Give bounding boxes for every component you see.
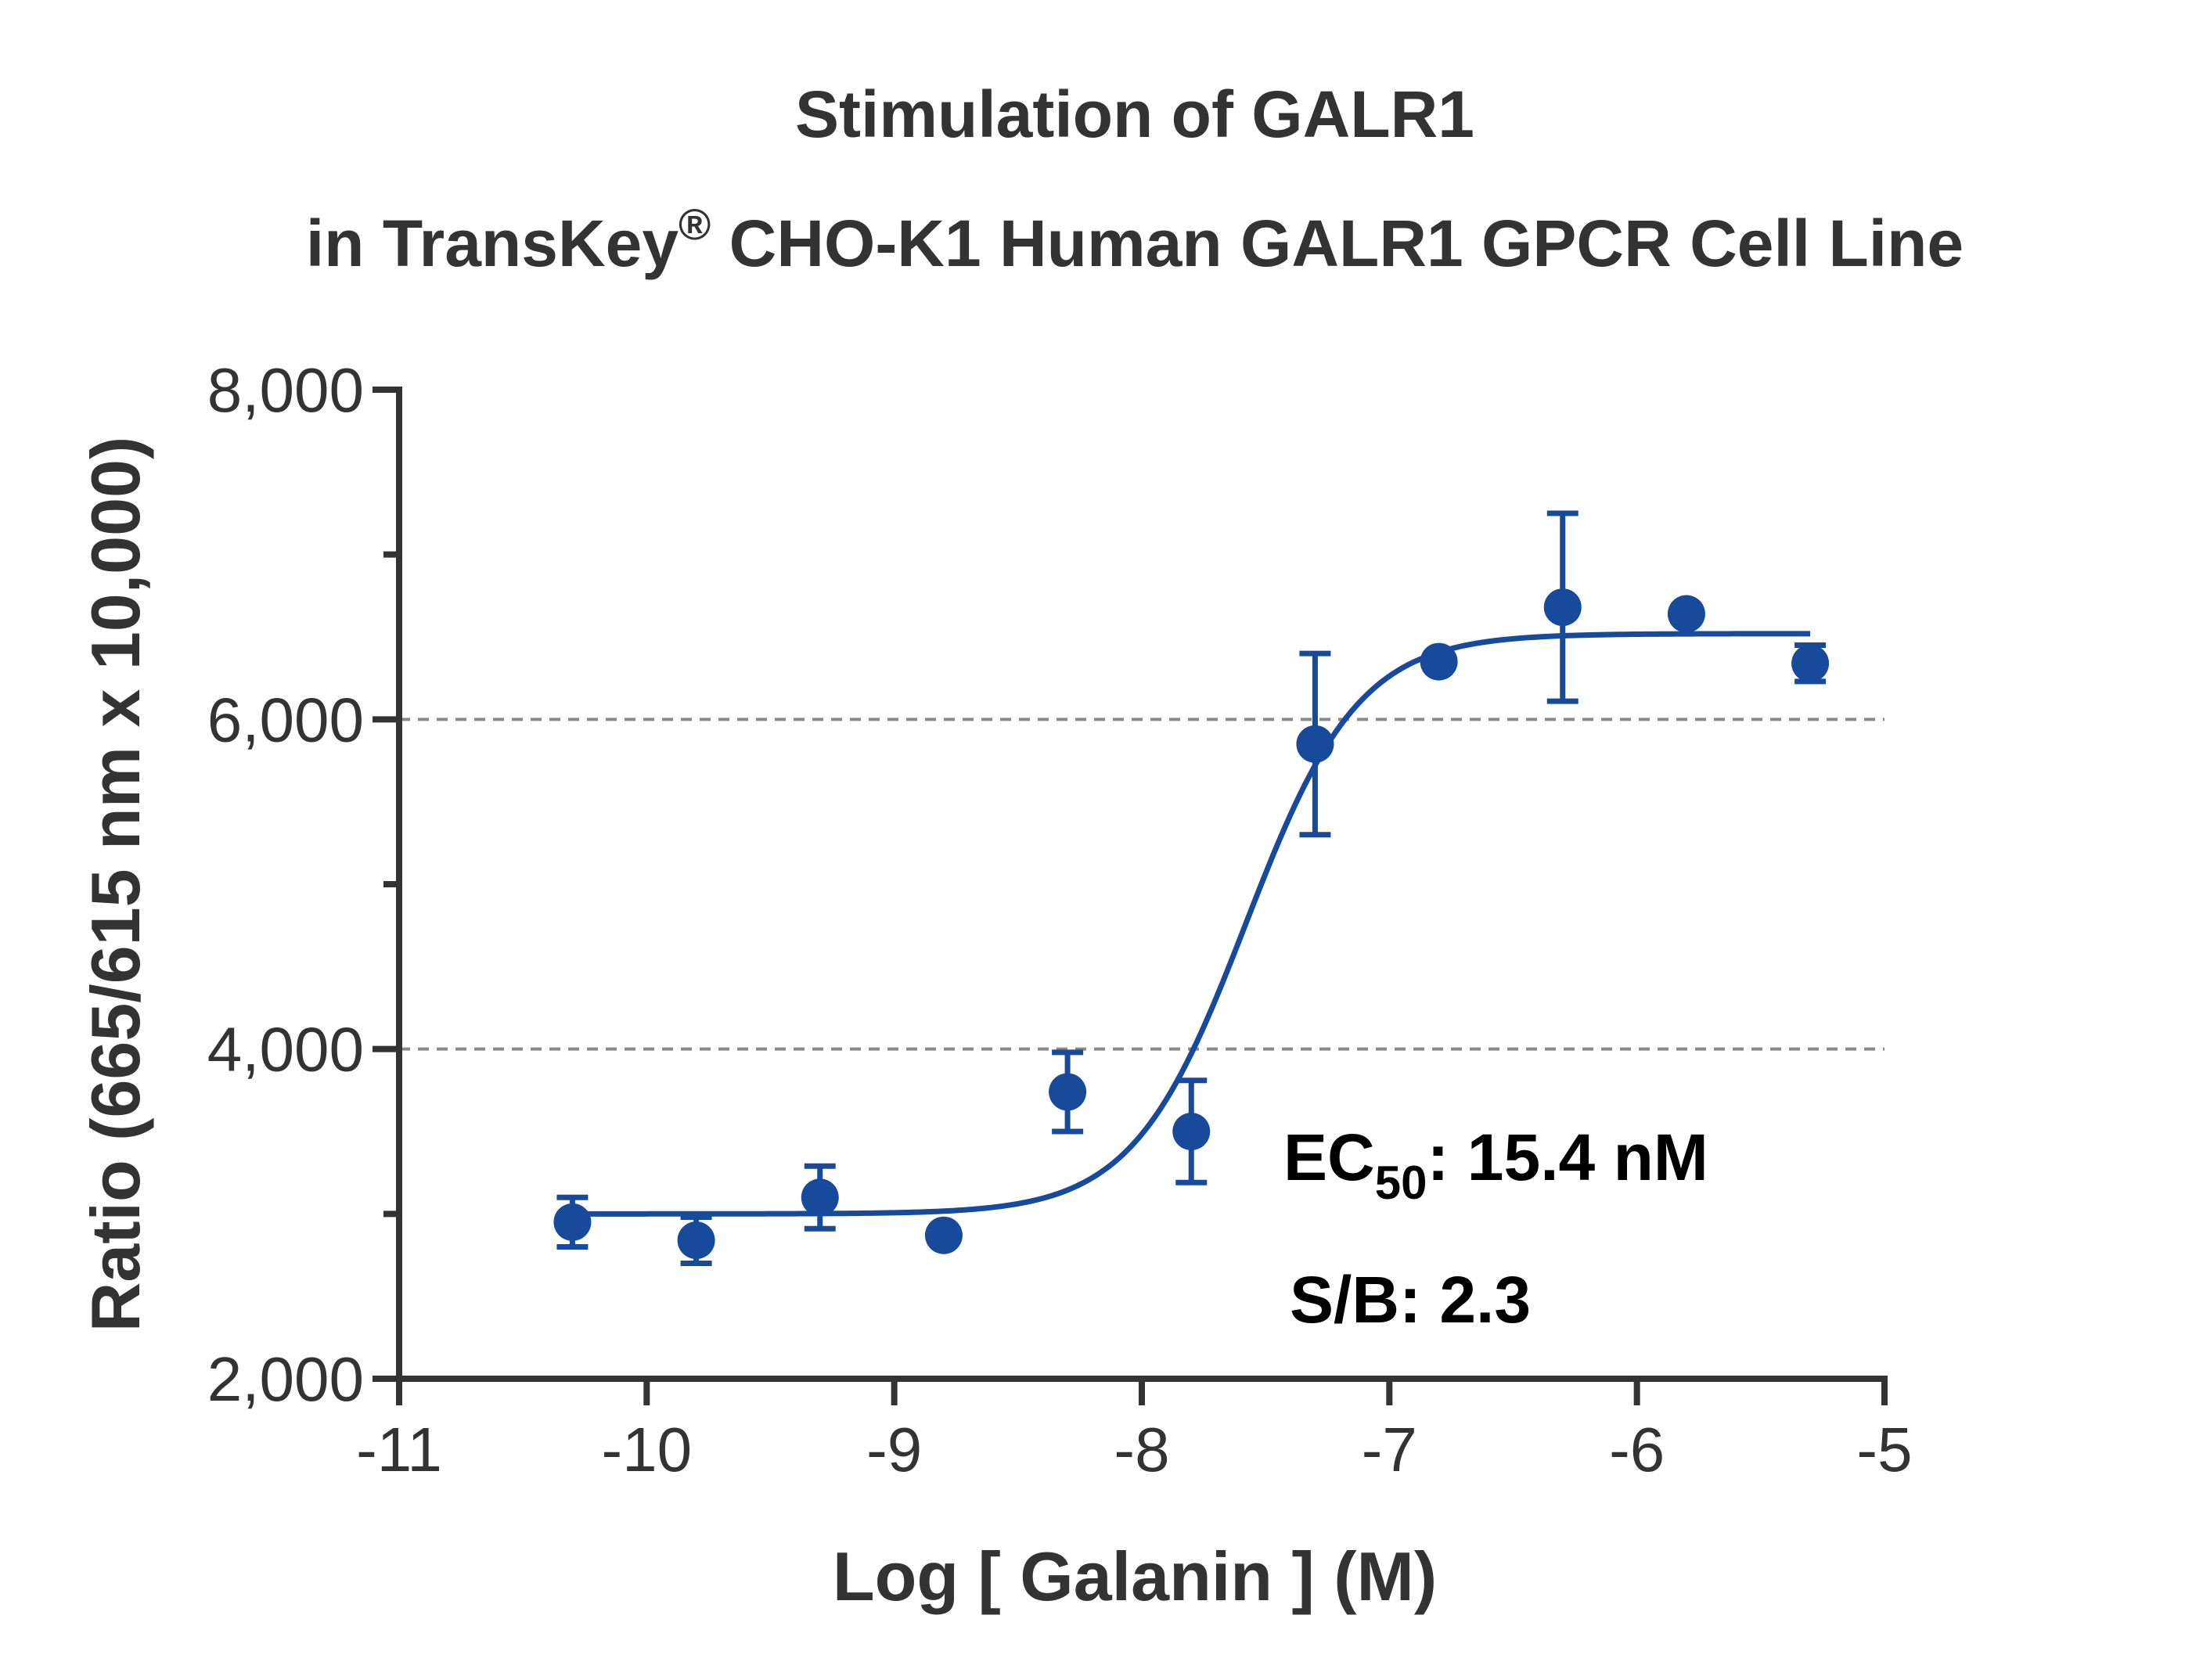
y-tick-label: 2,000 (207, 1344, 364, 1414)
x-tick-label: -8 (1114, 1415, 1169, 1484)
ec50-annotation: EC50: 15.4 nM (1283, 1121, 1708, 1209)
title-part-1: in TransKey (306, 207, 679, 280)
gridlines (399, 718, 1884, 1051)
x-tick-label: -7 (1362, 1415, 1417, 1484)
chart-title-line2: in TransKey® CHO-K1 Human GALR1 GPCR Cel… (306, 200, 1964, 280)
sb-annotation: S/B: 2.3 (1290, 1263, 1531, 1336)
ec50-subscript: 50 (1375, 1157, 1427, 1209)
axes: 2,000 4,000 6,000 8,000 -11 -10 -9 -8 -7 -6 -5 (207, 355, 1913, 1484)
fit-curve-layer (572, 631, 1811, 1217)
registered-mark: ® (679, 200, 711, 249)
x-tick-label: -9 (866, 1415, 922, 1484)
y-tick-label: 6,000 (207, 685, 364, 754)
ec50-main: EC (1283, 1121, 1375, 1194)
x-tick-label: -5 (1856, 1415, 1912, 1484)
data-point (1667, 595, 1705, 633)
data-point (1296, 725, 1334, 763)
data-point (801, 1178, 839, 1217)
y-tick-label: 4,000 (207, 1015, 364, 1085)
y-tick-label: 8,000 (207, 355, 364, 425)
chart-title-line1: Stimulation of GALR1 (795, 77, 1474, 151)
data-point (1791, 644, 1830, 682)
title-part-2: CHO-K1 Human GALR1 GPCR Cell Line (711, 207, 1964, 280)
data-points (553, 510, 1830, 1267)
data-point (677, 1221, 715, 1260)
data-point (1049, 1073, 1087, 1111)
data-point (553, 1203, 592, 1241)
data-point (924, 1216, 963, 1254)
ec50-value: : 15.4 nM (1427, 1121, 1708, 1194)
y-axis-title: Ratio (665/615 nm x 10,000) (77, 437, 154, 1333)
x-tick-label: -10 (602, 1415, 693, 1484)
data-point (1420, 642, 1458, 681)
x-axis-title: Log [ Galanin ] (M) (833, 1538, 1437, 1615)
data-point (1172, 1113, 1211, 1150)
x-tick-label: -6 (1609, 1415, 1665, 1484)
data-point (1543, 588, 1582, 627)
x-tick-label: -11 (356, 1415, 442, 1484)
fit-curve (572, 631, 1811, 1217)
